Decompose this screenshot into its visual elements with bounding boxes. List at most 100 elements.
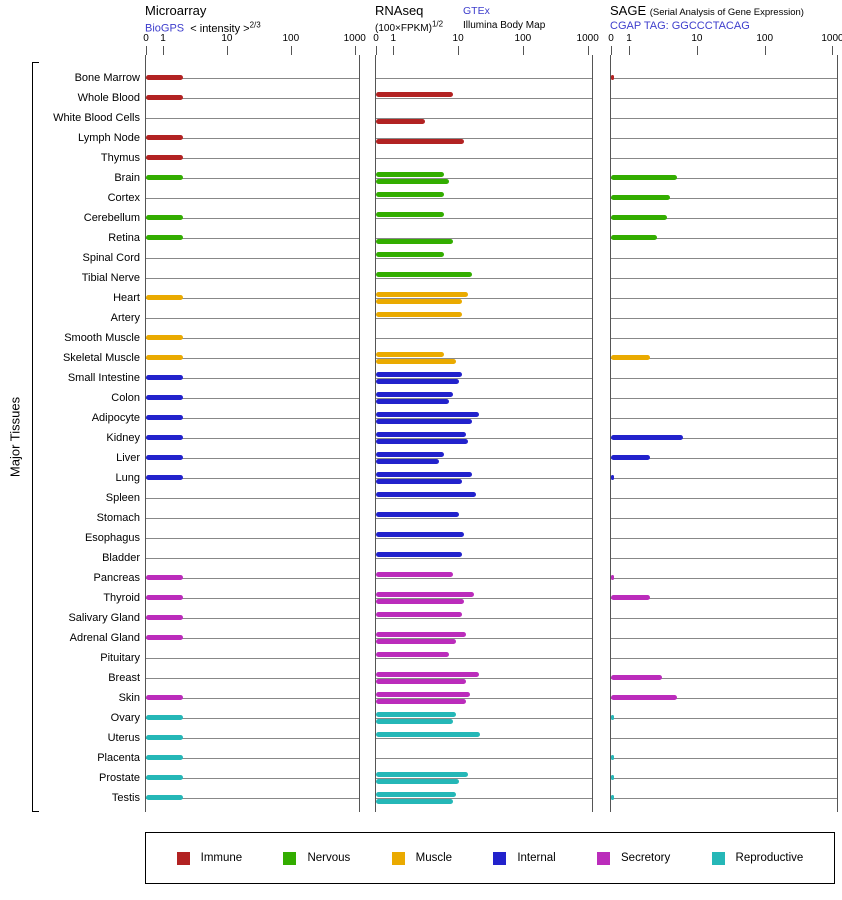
tissue-label: Lung — [115, 472, 140, 484]
row-baseline — [376, 138, 592, 139]
row-baseline — [146, 438, 359, 439]
row-baseline — [611, 178, 837, 179]
row-baseline — [611, 98, 837, 99]
axis-tick-mark — [226, 46, 228, 55]
row-baseline — [611, 118, 837, 119]
tissue-label: Placenta — [97, 752, 140, 764]
legend-swatch-internal — [493, 851, 507, 865]
row-baseline — [376, 798, 592, 799]
axis-tick-mark — [163, 46, 165, 55]
tissue-label: Esophagus — [84, 532, 140, 544]
row-baseline — [611, 558, 837, 559]
bar-rnaseq-gtex-colon — [376, 392, 453, 397]
bar-rnaseq-illumina-adipocyte — [376, 419, 473, 424]
bar-microarray-retina — [146, 235, 183, 240]
cgap-link[interactable]: CGAP — [610, 20, 641, 32]
tissue-label: Heart — [113, 292, 140, 304]
row-baseline — [146, 78, 359, 79]
row-baseline — [146, 218, 359, 219]
row-baseline — [376, 478, 592, 479]
row-baseline — [376, 758, 592, 759]
y-axis-label: Major Tissues — [7, 396, 23, 478]
row-baseline — [376, 578, 592, 579]
tissue-label: Pancreas — [93, 572, 140, 584]
row-baseline — [376, 638, 592, 639]
bar-sage-liver — [611, 455, 650, 460]
row-baseline — [146, 798, 359, 799]
sage-tag-link[interactable]: TAG: GGCCCTACAG — [643, 20, 750, 32]
bar-microarray-prostate — [146, 775, 183, 780]
row-baseline — [611, 618, 837, 619]
row-baseline — [611, 698, 837, 699]
tissue-label: Small Intestine — [67, 372, 140, 384]
sage-title: SAGE — [610, 3, 647, 18]
bar-rnaseq-gtex-bladder — [376, 552, 462, 557]
tissue-label: Spinal Cord — [82, 252, 140, 264]
tissue-label: Adrenal Gland — [69, 632, 140, 644]
row-baseline — [146, 478, 359, 479]
row-baseline — [146, 658, 359, 659]
illumina-body-map-link[interactable]: Illumina Body Map — [463, 20, 546, 31]
row-baseline — [376, 98, 592, 99]
gtex-link[interactable]: GTEx — [463, 5, 490, 17]
row-baseline — [611, 478, 837, 479]
row-baseline — [611, 418, 837, 419]
row-baseline — [376, 718, 592, 719]
row-baseline — [611, 598, 837, 599]
row-baseline — [611, 318, 837, 319]
tissue-label: Liver — [116, 452, 140, 464]
bar-rnaseq-gtex-cortex — [376, 192, 445, 197]
row-baseline — [376, 178, 592, 179]
row-baseline — [146, 358, 359, 359]
rnaseq-title: RNAseq — [375, 3, 424, 18]
row-baseline — [146, 578, 359, 579]
category-legend: Immune Nervous Muscle Internal Secretory Repr… — [145, 832, 835, 884]
microarray-panel: 0 1 10 100 1000 — [143, 33, 366, 812]
axis-tick-label: 100 — [756, 33, 774, 44]
bar-rnaseq-gtex-uterus — [376, 732, 480, 737]
tissue-label: Prostate — [99, 772, 140, 784]
tissue-label: Retina — [108, 232, 140, 244]
bar-microarray-cerebellum — [146, 215, 183, 220]
bar-microarray-thyroid — [146, 595, 183, 600]
row-baseline — [146, 258, 359, 259]
bar-rnaseq-gtex-skin — [376, 692, 471, 697]
bar-microarray-lymph-node — [146, 135, 183, 140]
row-baseline — [376, 278, 592, 279]
bar-rnaseq-illumina-lung — [376, 479, 462, 484]
row-baseline — [146, 298, 359, 299]
tissue-bracket — [32, 62, 39, 812]
bar-sage-pancreas — [611, 575, 614, 580]
bar-rnaseq-gtex-artery — [376, 312, 462, 317]
bar-sage-ovary — [611, 715, 614, 720]
row-baseline — [376, 698, 592, 699]
bar-microarray-uterus — [146, 735, 183, 740]
row-baseline — [611, 138, 837, 139]
bar-rnaseq-illumina-prostate — [376, 779, 459, 784]
legend-item-muscle: Muscle — [391, 851, 452, 865]
row-baseline — [611, 758, 837, 759]
bar-rnaseq-illumina-skeletal-muscle — [376, 359, 456, 364]
bar-sage-cortex — [611, 195, 671, 200]
row-baseline — [376, 458, 592, 459]
bar-microarray-pancreas — [146, 575, 183, 580]
bar-rnaseq-gtex-heart — [376, 292, 469, 297]
bar-sage-placenta — [611, 755, 614, 760]
rnaseq-formula: (100×FPKM)1/2 — [375, 20, 444, 35]
bar-microarray-bone-marrow — [146, 75, 183, 80]
row-baseline — [146, 338, 359, 339]
row-baseline — [146, 598, 359, 599]
bar-rnaseq-gtex-cerebellum — [376, 212, 445, 217]
tissue-label: Bone Marrow — [74, 72, 140, 84]
axis-tick-label: 1 — [626, 33, 632, 44]
row-baseline — [376, 658, 592, 659]
bar-rnaseq-illumina-colon — [376, 399, 449, 404]
bar-microarray-small-intestine — [146, 375, 183, 380]
row-baseline — [146, 238, 359, 239]
legend-swatch-muscle — [391, 851, 405, 865]
axis-tick-mark — [832, 46, 834, 55]
bar-rnaseq-illumina-breast — [376, 679, 467, 684]
microarray-formula: < intensity >2/3 — [190, 20, 261, 35]
biogps-link[interactable]: BioGPS — [145, 22, 185, 35]
bar-rnaseq-gtex-testis — [376, 792, 456, 797]
